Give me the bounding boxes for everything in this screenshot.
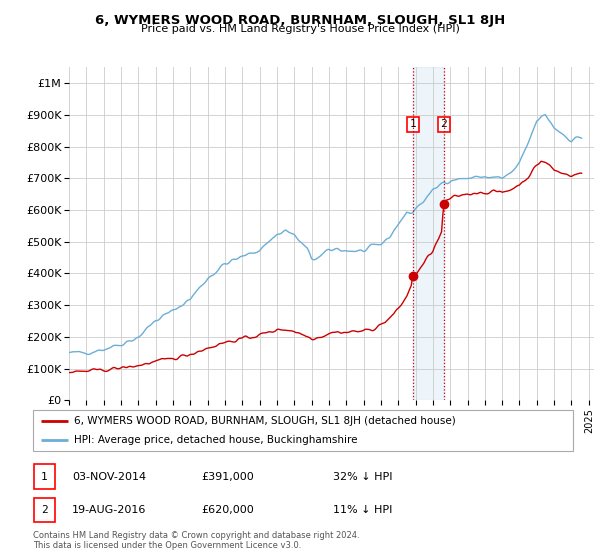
Text: 32% ↓ HPI: 32% ↓ HPI	[333, 472, 392, 482]
Text: 2: 2	[440, 119, 447, 129]
Text: 6, WYMERS WOOD ROAD, BURNHAM, SLOUGH, SL1 8JH: 6, WYMERS WOOD ROAD, BURNHAM, SLOUGH, SL…	[95, 14, 505, 27]
Text: 6, WYMERS WOOD ROAD, BURNHAM, SLOUGH, SL1 8JH (detached house): 6, WYMERS WOOD ROAD, BURNHAM, SLOUGH, SL…	[74, 417, 455, 426]
Text: Contains HM Land Registry data © Crown copyright and database right 2024.
This d: Contains HM Land Registry data © Crown c…	[33, 531, 359, 550]
Text: 2: 2	[41, 505, 48, 515]
Bar	[413, 67, 444, 400]
Text: 11% ↓ HPI: 11% ↓ HPI	[333, 505, 392, 515]
Text: 1: 1	[409, 119, 416, 129]
Text: £620,000: £620,000	[201, 505, 254, 515]
Text: 19-AUG-2016: 19-AUG-2016	[72, 505, 146, 515]
Text: HPI: Average price, detached house, Buckinghamshire: HPI: Average price, detached house, Buck…	[74, 435, 357, 445]
Text: £391,000: £391,000	[201, 472, 254, 482]
Text: Price paid vs. HM Land Registry's House Price Index (HPI): Price paid vs. HM Land Registry's House …	[140, 24, 460, 34]
Text: 1: 1	[41, 472, 48, 482]
Text: 03-NOV-2014: 03-NOV-2014	[72, 472, 146, 482]
